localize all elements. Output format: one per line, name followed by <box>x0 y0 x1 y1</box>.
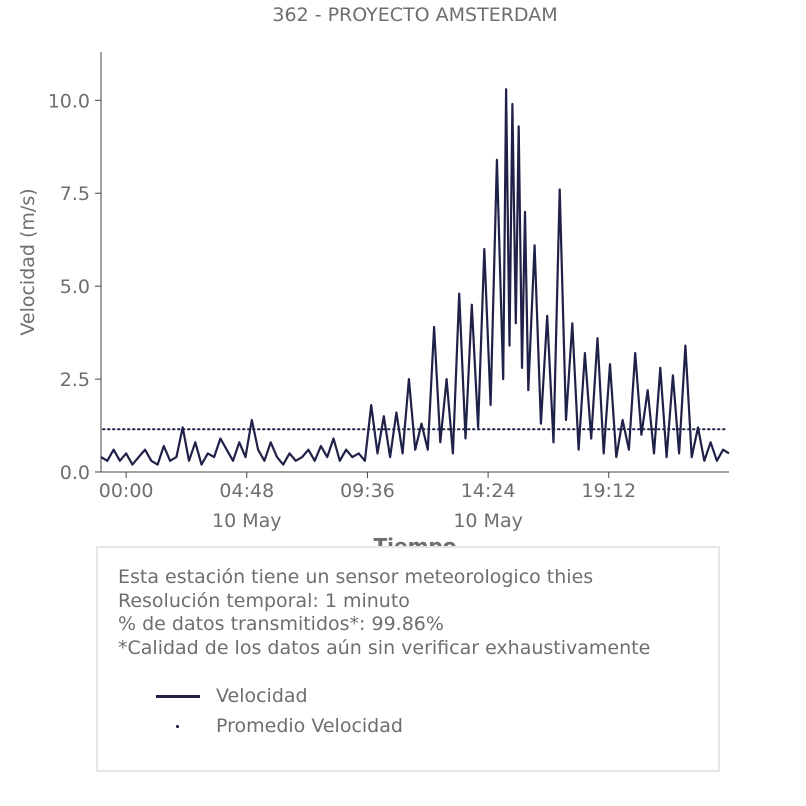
legend-item-promedio: Promedio Velocidad <box>156 711 403 741</box>
legend-label-velocidad: Velocidad <box>216 685 308 707</box>
info-line-resolution: Resolución temporal: 1 minuto <box>118 589 410 612</box>
y-tick-label: 5.0 <box>60 276 90 298</box>
y-axis-label: Velocidad (m/s) <box>17 188 39 335</box>
legend-item-velocidad: Velocidad <box>156 681 403 711</box>
x-tick-label: 09:36 <box>340 480 395 502</box>
y-tick-label: 7.5 <box>60 183 90 205</box>
x-tick-label: 04:48 <box>219 480 274 502</box>
info-box: Esta estación tiene un sensor meteorolog… <box>96 546 720 772</box>
info-line-quality: *Calidad de los datos aún sin verificar … <box>118 636 651 659</box>
y-tick-label: 10.0 <box>48 90 90 112</box>
x-tick-sublabel: 10 May <box>212 510 282 532</box>
x-tick-label: 00:00 <box>99 480 154 502</box>
y-tick-label: 2.5 <box>60 369 90 391</box>
x-tick-sublabel: 10 May <box>453 510 523 532</box>
legend: Velocidad Promedio Velocidad <box>156 681 403 741</box>
chart-title: 362 - PROYECTO AMSTERDAM <box>272 4 557 26</box>
legend-line-swatch <box>156 686 200 706</box>
y-tick-label: 0.0 <box>60 462 90 484</box>
info-line-transmitted: % de datos transmitidos*: 99.86% <box>118 613 444 635</box>
series-velocidad-line <box>100 88 730 466</box>
info-line-sensor: Esta estación tiene un sensor meteorolog… <box>118 566 594 588</box>
legend-label-promedio: Promedio Velocidad <box>216 715 403 737</box>
x-tick-label: 19:12 <box>581 480 636 502</box>
legend-dot-swatch <box>156 716 200 736</box>
x-tick-label: 14:24 <box>461 480 516 502</box>
info-text: Esta estación tiene un sensor meteorolog… <box>118 566 650 660</box>
